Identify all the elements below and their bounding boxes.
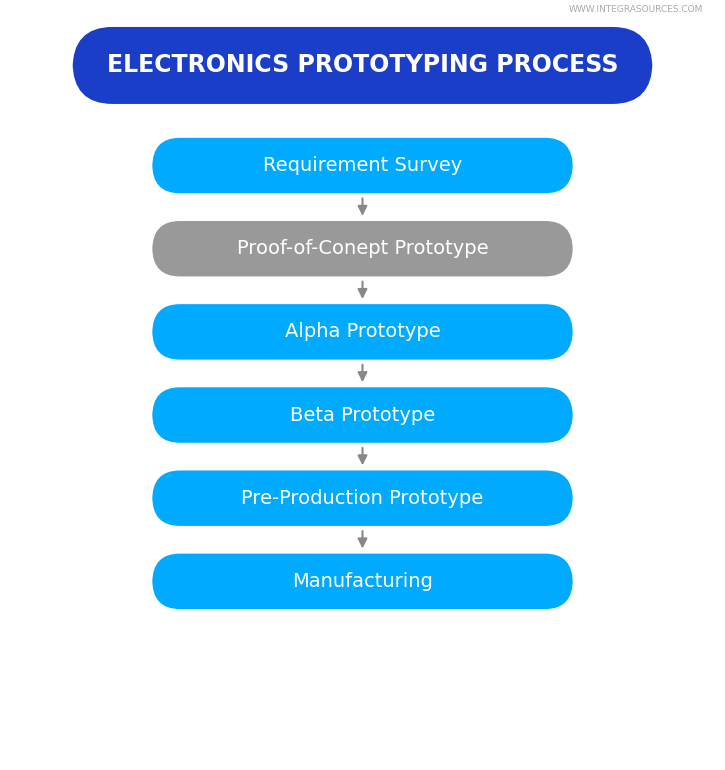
Text: Beta Prototype: Beta Prototype (290, 406, 435, 424)
Text: WWW.INTEGRASOURCES.COM: WWW.INTEGRASOURCES.COM (569, 5, 703, 15)
Text: Alpha Prototype: Alpha Prototype (285, 323, 440, 341)
FancyBboxPatch shape (152, 138, 573, 193)
Text: Proof-of-Conept Prototype: Proof-of-Conept Prototype (236, 239, 489, 258)
Text: Requirement Survey: Requirement Survey (263, 156, 462, 175)
Text: Pre-Production Prototype: Pre-Production Prototype (241, 489, 484, 507)
FancyBboxPatch shape (152, 387, 573, 443)
Text: Manufacturing: Manufacturing (292, 572, 433, 591)
FancyBboxPatch shape (152, 470, 573, 526)
Text: ELECTRONICS PROTOTYPING PROCESS: ELECTRONICS PROTOTYPING PROCESS (107, 53, 618, 78)
FancyBboxPatch shape (72, 27, 652, 104)
FancyBboxPatch shape (152, 554, 573, 609)
FancyBboxPatch shape (152, 304, 573, 360)
FancyBboxPatch shape (152, 221, 573, 276)
